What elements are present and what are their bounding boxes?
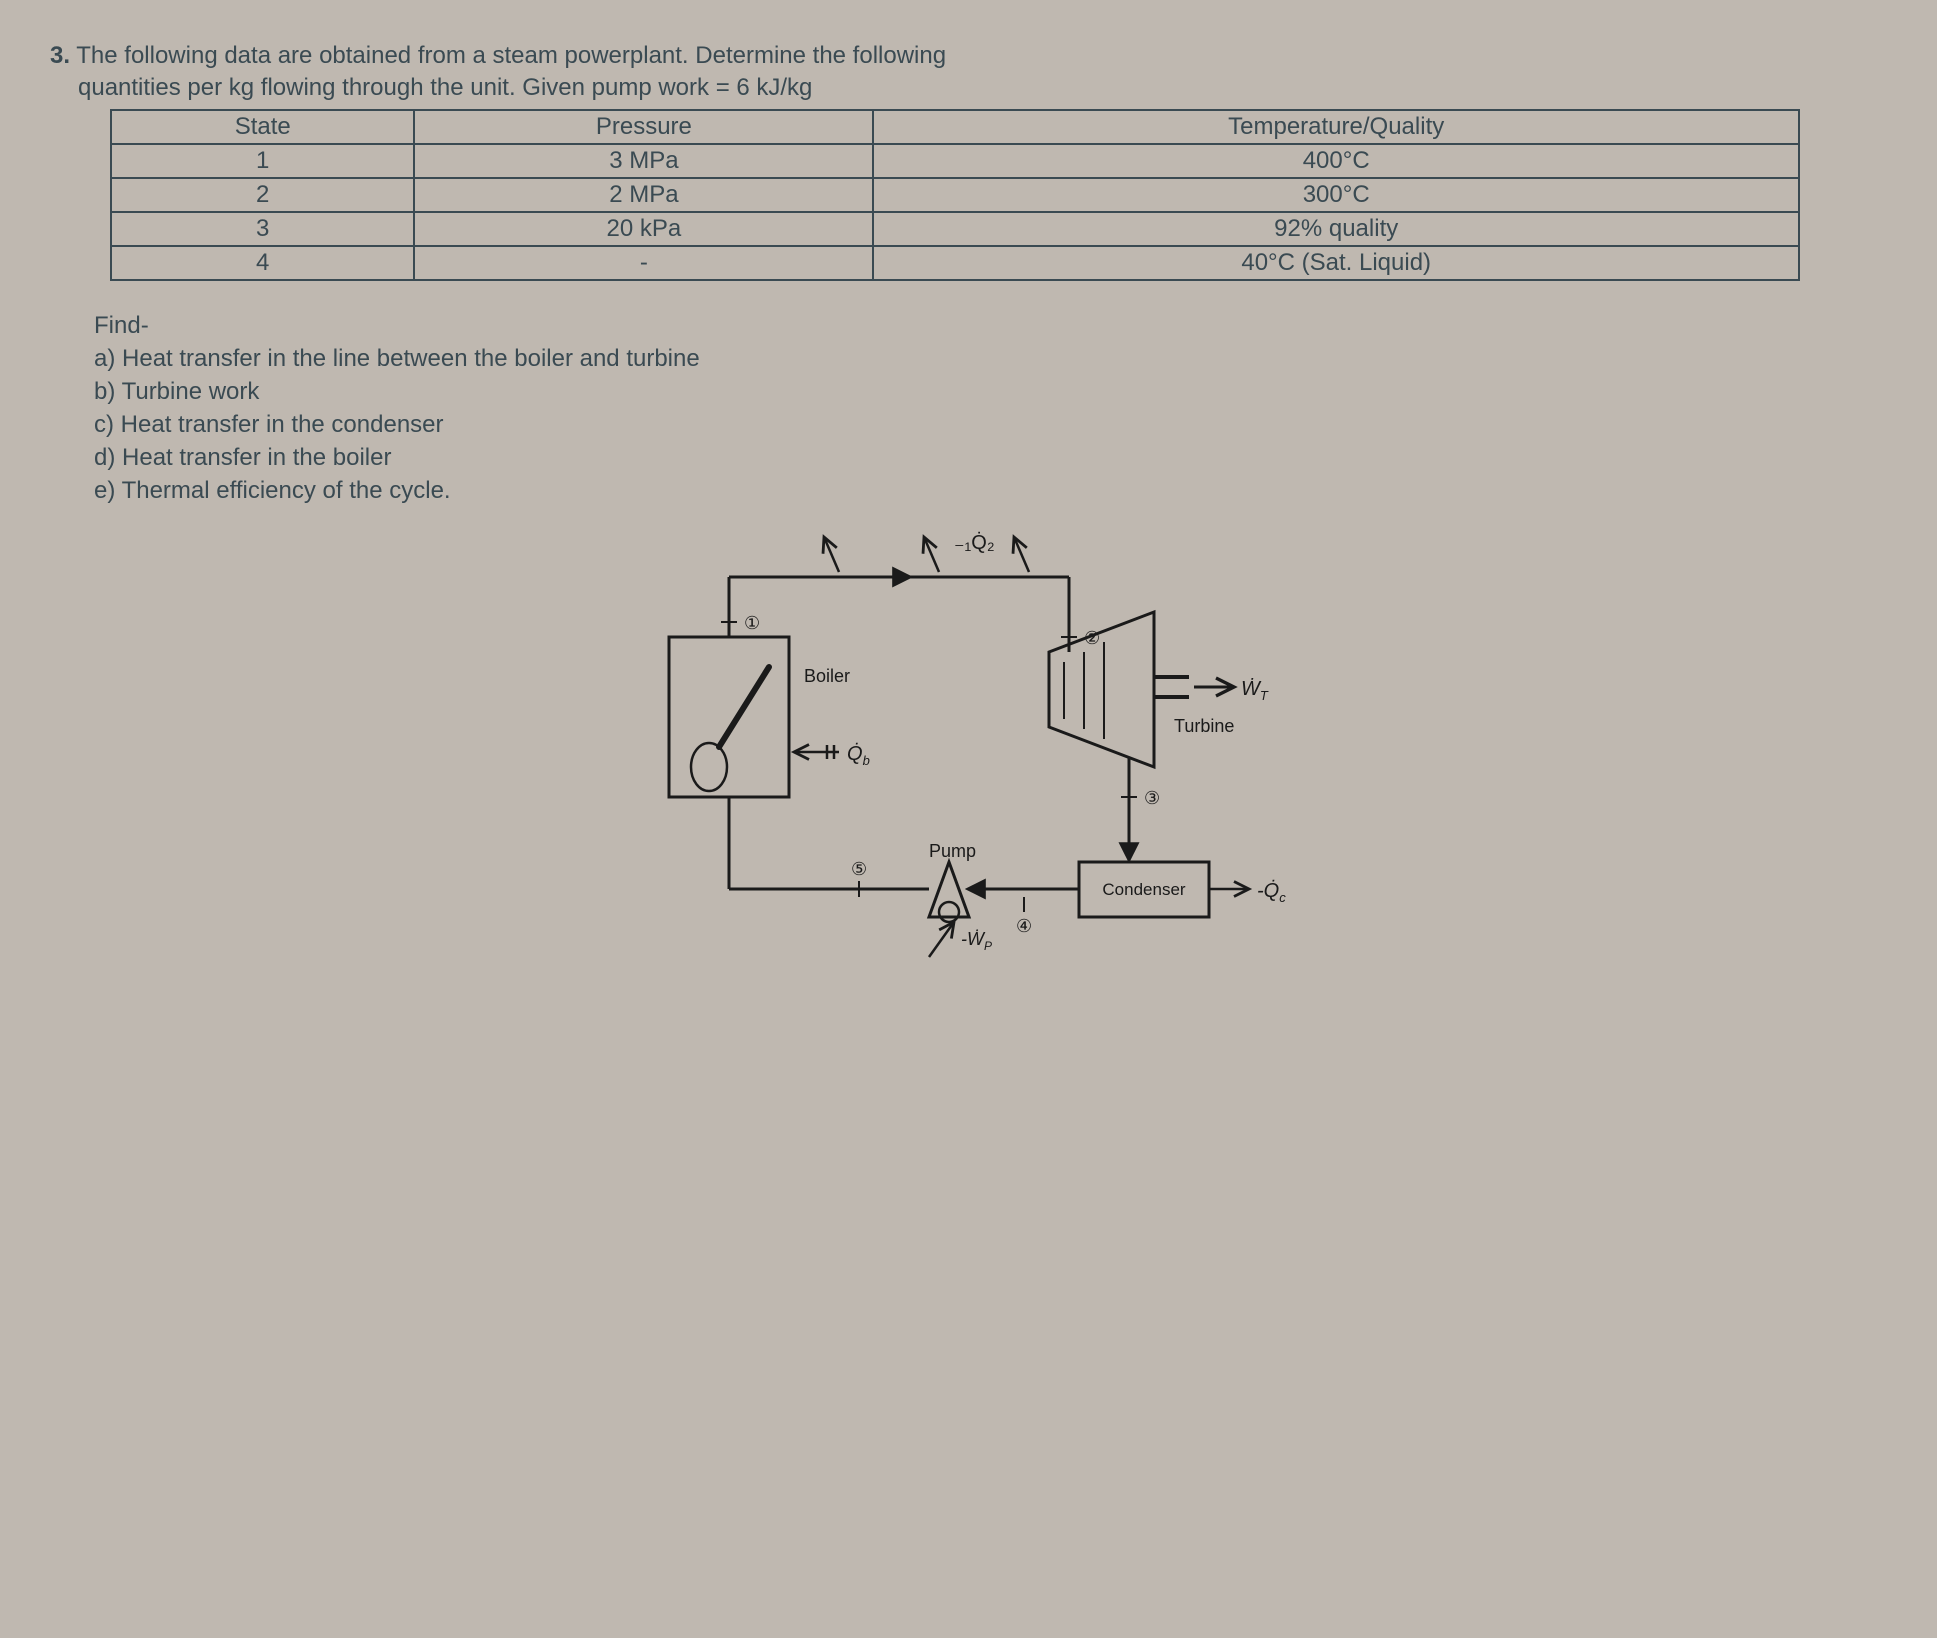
col-temp-quality: Temperature/Quality xyxy=(873,110,1799,144)
table-row: 2 2 MPa 300°C xyxy=(111,178,1799,212)
heat-arrow-icon xyxy=(924,537,939,572)
pump-circle-icon xyxy=(939,902,959,922)
boiler-drum-icon xyxy=(691,743,727,791)
find-item: d) Heat transfer in the boiler xyxy=(94,441,1887,474)
find-item: a) Heat transfer in the line between the… xyxy=(94,342,1887,375)
qc-label: -Q̇c xyxy=(1257,880,1286,905)
condenser-label: Condenser xyxy=(1102,880,1186,899)
boiler-box xyxy=(669,637,789,797)
problem-intro: 3. The following data are obtained from … xyxy=(50,40,1887,105)
cycle-diagram: Boiler ① ₋₁Q̇₂ ② ẆT Turbine ③ Condenser … xyxy=(50,517,1887,984)
find-heading: Find- xyxy=(94,309,1887,342)
col-pressure: Pressure xyxy=(414,110,873,144)
pump-shape xyxy=(929,862,969,917)
work-arrow-icon xyxy=(929,922,954,957)
turbine-label: Turbine xyxy=(1174,716,1234,736)
boiler-tube-icon xyxy=(719,667,769,747)
table-row: 1 3 MPa 400°C xyxy=(111,144,1799,178)
heat-arrow-icon xyxy=(824,537,839,572)
boiler-label: Boiler xyxy=(804,666,850,686)
state-1-marker: ① xyxy=(744,613,760,633)
find-item: b) Turbine work xyxy=(94,375,1887,408)
wp-label: -ẆP xyxy=(961,929,992,953)
heat-arrow-icon xyxy=(1014,537,1029,572)
table-row: 4 - 40°C (Sat. Liquid) xyxy=(111,246,1799,280)
state-4-marker: ④ xyxy=(1016,916,1032,936)
table-header-row: State Pressure Temperature/Quality xyxy=(111,110,1799,144)
table-row: 3 20 kPa 92% quality xyxy=(111,212,1799,246)
qb-label: Q̇b xyxy=(847,743,870,768)
intro-line-1: The following data are obtained from a s… xyxy=(76,42,946,69)
find-item: e) Thermal efficiency of the cycle. xyxy=(94,474,1887,507)
find-section: Find- a) Heat transfer in the line betwe… xyxy=(94,309,1887,508)
q2-label: ₋₁Q̇₂ xyxy=(954,532,995,554)
wt-label: ẆT xyxy=(1241,678,1269,703)
state-5-marker: ⑤ xyxy=(851,859,867,879)
pump-label: Pump xyxy=(929,841,976,861)
state-data-table: State Pressure Temperature/Quality 1 3 M… xyxy=(110,109,1800,281)
find-item: c) Heat transfer in the condenser xyxy=(94,408,1887,441)
problem-number: 3. xyxy=(50,42,70,69)
state-3-marker: ③ xyxy=(1144,788,1160,808)
col-state: State xyxy=(111,110,414,144)
cycle-diagram-svg: Boiler ① ₋₁Q̇₂ ② ẆT Turbine ③ Condenser … xyxy=(609,517,1329,977)
intro-line-2: quantities per kg flowing through the un… xyxy=(78,74,812,101)
